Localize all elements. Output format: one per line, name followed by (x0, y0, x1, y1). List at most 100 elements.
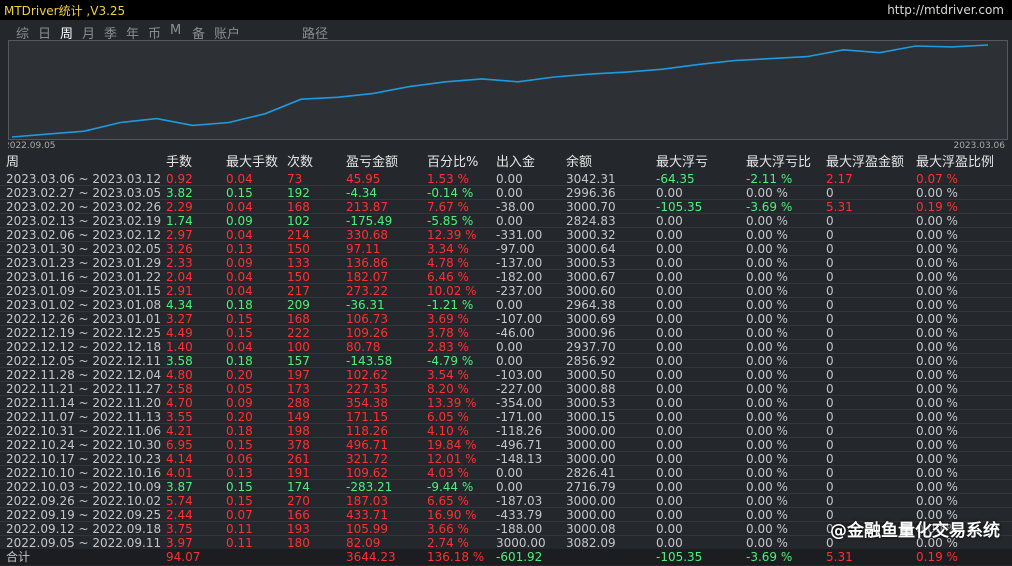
tab[interactable]: 季 (104, 27, 118, 42)
table-cell: 3082.09 (566, 536, 616, 550)
tab[interactable]: 路径 (302, 27, 329, 42)
table-cell: 2964.38 (566, 298, 616, 312)
table-cell: 0 (826, 354, 834, 368)
table-cell: 3000.96 (566, 326, 616, 340)
table-cell: 0 (826, 312, 834, 326)
table-cell: 0.00 % (746, 186, 788, 200)
table-cell: 0.00 % (916, 382, 958, 396)
table-cell: 173 (287, 382, 310, 396)
total-cell: -601.92 (496, 550, 543, 564)
column-header: 最大手数 (226, 155, 279, 170)
table-cell: 3.55 (166, 410, 193, 424)
table-cell: 4.14 (166, 452, 193, 466)
tab[interactable]: 月 (82, 27, 96, 42)
tab[interactable]: 周 (60, 27, 74, 42)
table-cell: 0.09 (226, 256, 253, 270)
table-cell: 0 (826, 494, 834, 508)
table-cell: 3000.00 (566, 438, 616, 452)
table-cell: 330.68 (346, 228, 388, 242)
total-cell: -105.35 (656, 550, 703, 564)
table-cell: 378 (287, 438, 310, 452)
table-cell: 0.00 (656, 284, 683, 298)
table-cell: 3000.70 (566, 200, 616, 214)
tab[interactable]: 综 (16, 27, 30, 42)
tab[interactable]: 日 (38, 27, 52, 42)
table-cell: 2.29 (166, 200, 193, 214)
tab[interactable]: 备 (192, 27, 206, 42)
column-header: 最大浮亏比 (746, 155, 812, 170)
table-cell: 0 (826, 242, 834, 256)
row-separator (0, 283, 1012, 284)
table-cell: 0.11 (226, 536, 253, 550)
table-cell: 12.01 % (427, 452, 477, 466)
table-cell: 0.15 (226, 186, 253, 200)
table-cell: 0.00 (496, 354, 523, 368)
table-cell: 80.78 (346, 340, 381, 354)
table-cell: 2022.11.28 ~ 2022.12.04 (6, 368, 162, 382)
table-cell: 0.00 (656, 396, 683, 410)
table-cell: 0 (826, 284, 834, 298)
table-cell: 0.00 (656, 410, 683, 424)
table-cell: 3.34 % (427, 242, 469, 256)
tab[interactable]: M (170, 23, 182, 38)
table-cell: 2022.09.12 ~ 2022.09.18 (6, 522, 162, 536)
row-separator (0, 465, 1012, 466)
table-cell: -4.34 (346, 186, 378, 200)
row-separator (0, 479, 1012, 480)
table-cell: -107.00 (496, 312, 543, 326)
tab[interactable]: 账户 (214, 27, 241, 42)
row-separator (0, 423, 1012, 424)
table-cell: 2022.10.10 ~ 2022.10.16 (6, 466, 162, 480)
stats-table: 周 手数 最大手数 次数 盈亏金额 百分比% 出入金 余额 最大浮亏 最大浮亏比 最大浮盈金额 最大浮… (0, 152, 1012, 566)
table-cell: 354.38 (346, 396, 388, 410)
table-cell: 0.00 (656, 186, 683, 200)
table-cell: 222 (287, 326, 310, 340)
table-cell: 174 (287, 480, 310, 494)
table-cell: 149 (287, 410, 310, 424)
table-cell: 0.00 (656, 228, 683, 242)
table-cell: 197 (287, 368, 310, 382)
tab[interactable]: 币 (148, 27, 162, 42)
table-cell: 0.00 (656, 270, 683, 284)
table-cell: -188.00 (496, 522, 543, 536)
total-cell: 136.18 % (427, 550, 485, 564)
table-cell: 0 (826, 270, 834, 284)
table-cell: 0.09 (226, 396, 253, 410)
table-cell: 3042.31 (566, 172, 616, 186)
table-cell: 0.06 (226, 452, 253, 466)
table-cell: 0.00 (656, 536, 683, 550)
table-cell: 2022.11.21 ~ 2022.11.27 (6, 382, 162, 396)
table-cell: 0.00 (656, 312, 683, 326)
table-cell: 0.00 (496, 480, 523, 494)
table-cell: -118.26 (496, 424, 543, 438)
table-cell: 0 (826, 228, 834, 242)
table-cell: 261 (287, 452, 310, 466)
row-separator (0, 241, 1012, 242)
table-cell: 3.54 % (427, 368, 469, 382)
table-cell: 0.00 % (916, 410, 958, 424)
table-cell: 2023.01.09 ~ 2023.01.15 (6, 284, 162, 298)
total-cell: 3644.23 (346, 550, 396, 564)
table-cell: -331.00 (496, 228, 543, 242)
table-cell: 0 (826, 382, 834, 396)
table-cell: 3000.67 (566, 270, 616, 284)
table-cell: 150 (287, 242, 310, 256)
row-separator (0, 269, 1012, 270)
tab[interactable]: 年 (126, 27, 140, 42)
table-cell: 82.09 (346, 536, 381, 550)
chart-frame (8, 40, 1008, 140)
table-cell: 109.26 (346, 326, 388, 340)
table-cell: 3.82 (166, 186, 193, 200)
table-cell: 0.00 % (916, 480, 958, 494)
table-cell: 213.87 (346, 200, 388, 214)
table-cell: 2022.12.26 ~ 2023.01.01 (6, 312, 162, 326)
row-separator (0, 507, 1012, 508)
table-cell: -148.13 (496, 452, 543, 466)
row-separator (0, 227, 1012, 228)
table-cell: 1.40 (166, 340, 193, 354)
table-cell: 0.04 (226, 270, 253, 284)
website-link[interactable]: http://mtdriver.com (887, 3, 1004, 17)
table-cell: 0.00 % (916, 270, 958, 284)
row-separator (0, 311, 1012, 312)
table-cell: 3000.60 (566, 284, 616, 298)
